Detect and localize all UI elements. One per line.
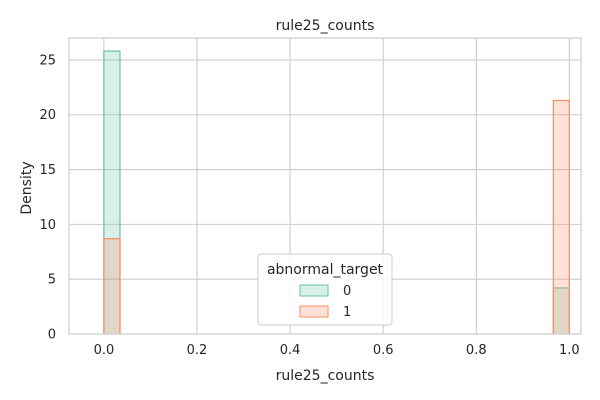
bar-step-series-1: [103, 238, 121, 334]
y-tick-label: 25: [39, 53, 56, 68]
legend-label-0: 0: [343, 284, 351, 299]
x-tick-label: 0.6: [373, 343, 394, 358]
bar-fill-series-1: [553, 100, 570, 334]
legend-box: [257, 253, 393, 326]
y-tick-label: 20: [39, 108, 56, 123]
y-tick-label: 0: [48, 328, 56, 343]
x-tick-label: 0.4: [280, 343, 301, 358]
legend-label-1: 1: [343, 305, 351, 320]
x-tick-label: 0.0: [94, 343, 115, 358]
x-tick-label: 1.0: [559, 343, 580, 358]
y-tick-label: 10: [39, 218, 56, 233]
legend-title: abnormal_target: [267, 262, 384, 278]
chart-title: rule25_counts: [276, 18, 375, 34]
bar-fill-series-0: [103, 51, 120, 335]
bars: [103, 50, 570, 335]
legend-swatch-0: [299, 284, 329, 297]
bar-step-series-1: [552, 99, 570, 334]
bar-fill-series-1: [103, 238, 120, 334]
x-axis-ticks: 0.0 0.2 0.4 0.6 0.8 1.0: [94, 343, 580, 358]
bar-step-series-0: [103, 50, 121, 334]
y-axis-ticks: 0 5 10 15 20 25: [39, 53, 56, 342]
x-axis-label: rule25_counts: [276, 368, 375, 384]
y-tick-label: 15: [39, 163, 56, 178]
y-tick-label: 5: [48, 273, 56, 288]
y-axis-label: Density: [19, 161, 35, 214]
legend-swatch-1: [299, 305, 329, 318]
bar-fill-series-0: [553, 287, 570, 334]
x-tick-label: 0.8: [466, 343, 487, 358]
plot-frame: [68, 37, 582, 335]
x-tick-label: 0.2: [187, 343, 208, 358]
legend: abnormal_target 0 1: [257, 253, 393, 326]
